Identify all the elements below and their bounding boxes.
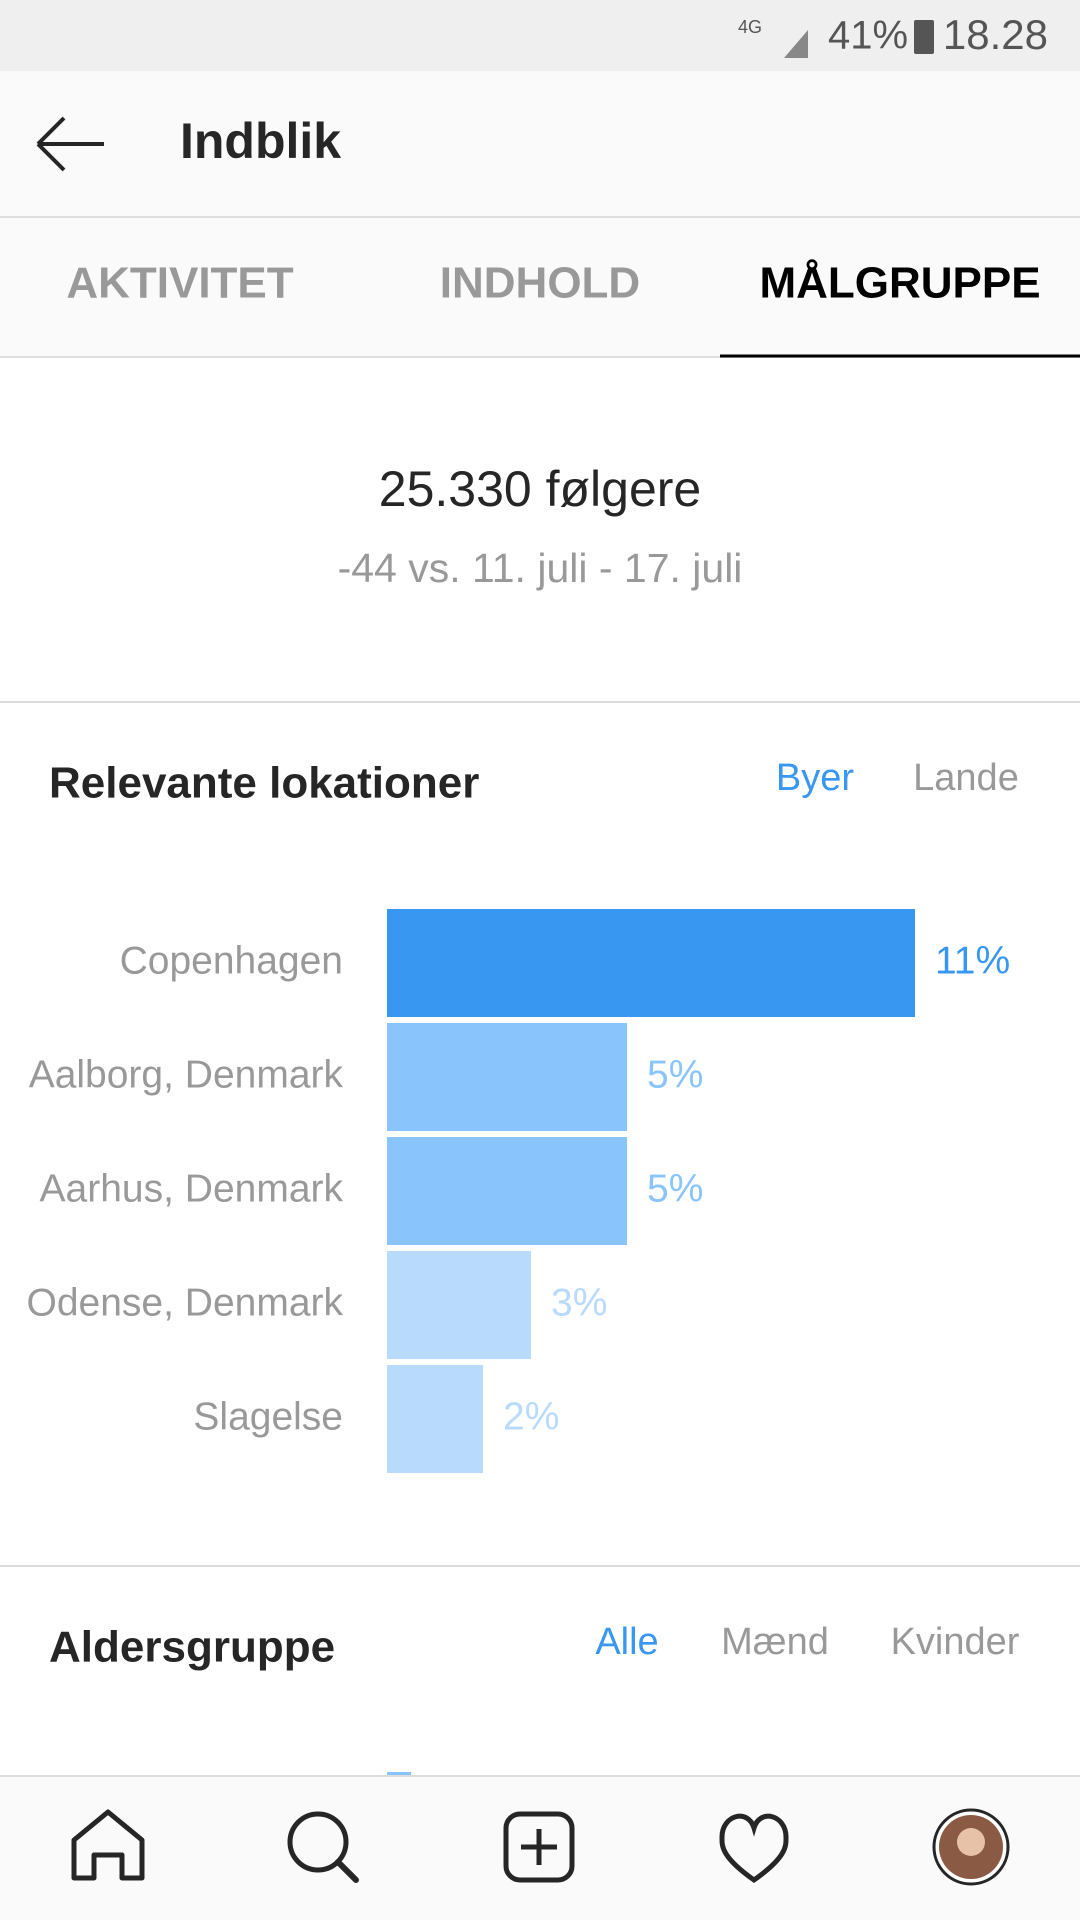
bar bbox=[387, 909, 915, 1017]
battery-icon bbox=[914, 20, 934, 54]
followers-change: -44 vs. 11. juli - 17. juli bbox=[338, 545, 743, 591]
add-icon[interactable] bbox=[503, 1811, 575, 1883]
filter[interactable]: Kvinder bbox=[891, 1621, 1020, 1663]
bar bbox=[387, 1365, 483, 1473]
category-label: Odense, Denmark bbox=[27, 1281, 344, 1324]
activity-icon[interactable] bbox=[719, 1813, 789, 1884]
filter[interactable]: Lande bbox=[913, 757, 1019, 799]
section-title: Aldersgruppe bbox=[49, 1623, 335, 1672]
filter-active[interactable]: Alle bbox=[595, 1621, 658, 1663]
page-title: Indblik bbox=[180, 113, 341, 169]
clock: 18.28 bbox=[943, 11, 1048, 58]
followers: 25.330 følgere bbox=[379, 461, 701, 517]
value-label: 5% bbox=[647, 1167, 703, 1210]
location-chart: Copenhagen 11% Aalborg, Denmark 5% Aarhus, D… bbox=[27, 909, 1010, 1473]
category-label: Copenhagen bbox=[120, 939, 343, 982]
battery-level: 41% bbox=[828, 14, 908, 58]
bar bbox=[387, 1137, 627, 1245]
value-label: 11% bbox=[935, 939, 1010, 982]
tab-bar bbox=[0, 218, 1080, 357]
value-label: 2% bbox=[503, 1395, 559, 1438]
tab[interactable]: AKTIVITET bbox=[66, 259, 293, 308]
section-title: Relevante lokationer bbox=[49, 759, 479, 808]
filter[interactable]: Mænd bbox=[721, 1621, 829, 1663]
bar bbox=[387, 1251, 531, 1359]
category-label: Aarhus, Denmark bbox=[40, 1167, 344, 1210]
age-bar-peek bbox=[387, 1772, 411, 1776]
category-label: Slagelse bbox=[193, 1395, 343, 1438]
back-button[interactable] bbox=[36, 116, 104, 172]
search-icon[interactable] bbox=[287, 1811, 359, 1883]
value-label: 5% bbox=[647, 1053, 703, 1096]
header bbox=[0, 71, 1080, 217]
tab-active[interactable]: MÅLGRUPPE bbox=[759, 259, 1040, 308]
profile-icon[interactable] bbox=[932, 1808, 1010, 1886]
bar bbox=[387, 1023, 627, 1131]
filter-active[interactable]: Byer bbox=[776, 757, 854, 799]
status-bar bbox=[0, 0, 1080, 71]
home-icon[interactable] bbox=[71, 1809, 145, 1881]
category-label: Aalborg, Denmark bbox=[29, 1053, 344, 1096]
signal-icon bbox=[784, 30, 808, 58]
network: 4G bbox=[738, 17, 762, 37]
value-label: 3% bbox=[551, 1281, 607, 1324]
tab[interactable]: INDHOLD bbox=[440, 259, 640, 308]
